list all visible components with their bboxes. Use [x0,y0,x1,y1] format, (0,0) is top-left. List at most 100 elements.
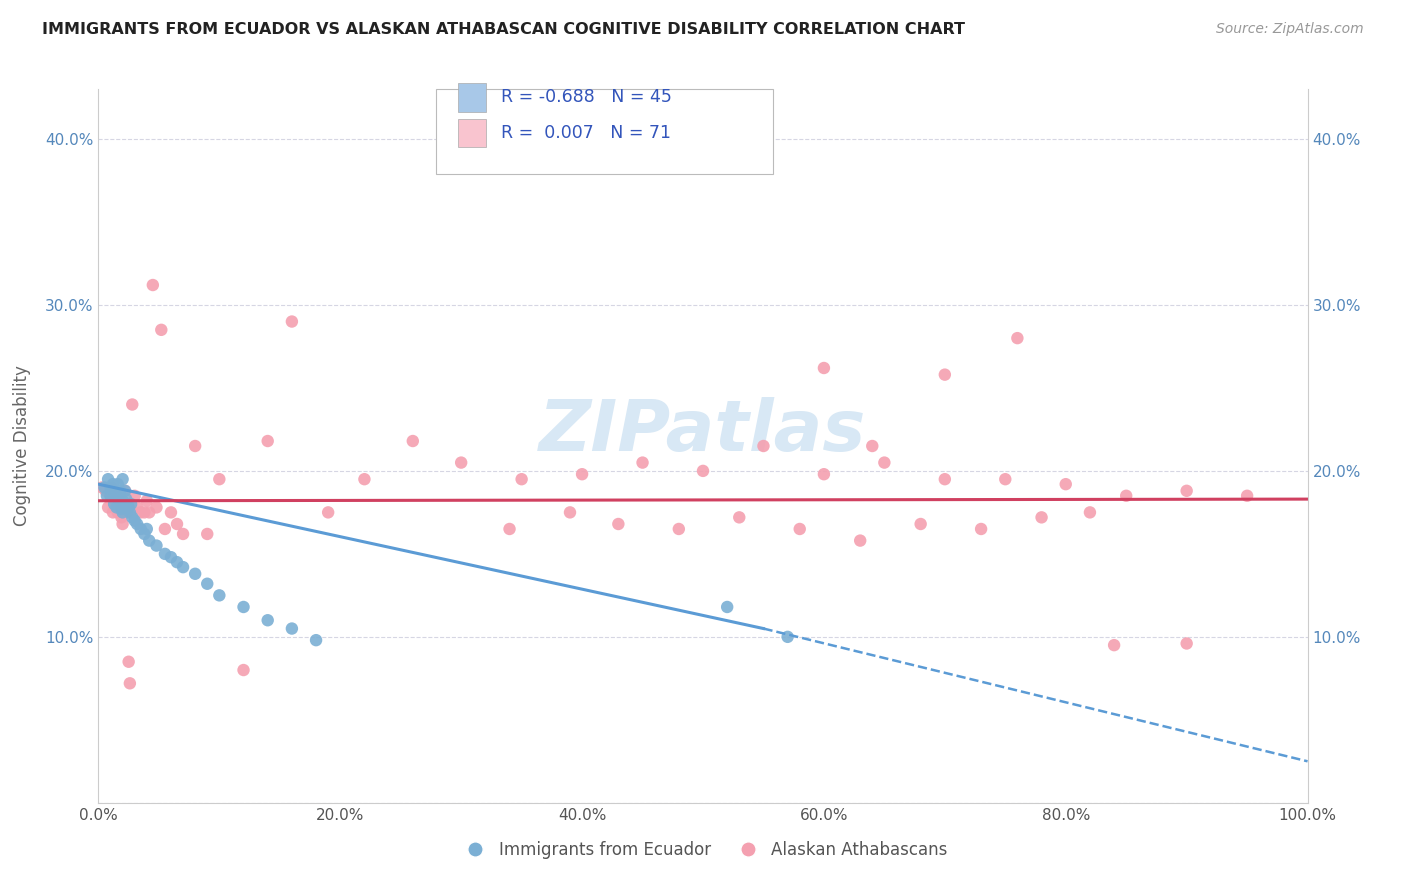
Point [100,489,122,503]
Point [172,527,194,541]
Point [117,497,139,511]
Point [153,547,176,561]
Point [100,489,122,503]
Point [1236,489,1258,503]
Point [101,477,124,491]
Point [111,472,134,486]
Point [145,539,167,553]
Point [97,472,120,486]
Point [107,477,129,491]
Point [849,533,872,548]
Point [184,439,207,453]
Point [166,555,188,569]
Point [668,522,690,536]
Point [129,522,152,536]
Point [117,505,139,519]
Point [108,492,131,507]
Point [305,633,328,648]
Point [402,434,425,448]
Point [1175,636,1198,650]
Point [195,576,218,591]
Point [934,368,956,382]
Point [127,516,149,531]
Point [256,434,278,448]
Point [172,560,194,574]
Point [115,492,138,507]
Point [120,497,142,511]
Point [910,516,932,531]
Point [124,514,146,528]
Point [353,472,375,486]
Point [96,489,118,503]
Point [134,505,156,519]
Point [813,361,835,376]
Point [103,489,125,503]
Point [160,505,183,519]
Point [114,483,136,498]
Point [103,497,125,511]
Point [692,464,714,478]
Text: IMMIGRANTS FROM ECUADOR VS ALASKAN ATHABASCAN COGNITIVE DISABILITY CORRELATION C: IMMIGRANTS FROM ECUADOR VS ALASKAN ATHAB… [42,22,965,37]
Point [1175,483,1198,498]
Y-axis label: Cognitive Disability: Cognitive Disability [13,366,31,526]
Point [105,489,128,503]
Point [138,533,160,548]
Point [232,599,254,614]
Text: R =  0.007   N = 71: R = 0.007 N = 71 [501,124,671,142]
Point [103,483,125,498]
Point [934,472,956,486]
Point [1115,489,1137,503]
Point [108,483,131,498]
Point [752,439,775,453]
Point [789,522,811,536]
Point [111,505,134,519]
Point [134,527,156,541]
Point [232,663,254,677]
Point [281,622,304,636]
Point [728,510,751,524]
Point [107,505,129,519]
Point [91,481,114,495]
Point [1007,331,1029,345]
Point [135,493,157,508]
Point [105,497,128,511]
Point [110,510,132,524]
Point [150,323,173,337]
Point [1102,638,1125,652]
Point [510,472,533,486]
Point [118,505,141,519]
Point [101,505,124,519]
Point [558,505,581,519]
Point [142,278,165,293]
Point [498,522,520,536]
Point [776,630,799,644]
Point [115,497,138,511]
Point [111,493,134,508]
Point [124,489,146,503]
Point [208,588,231,602]
Point [153,522,176,536]
Point [127,500,149,515]
Point [281,314,304,328]
Point [105,500,128,515]
Point [118,500,141,515]
Point [100,481,122,495]
Point [208,472,231,486]
Text: R = -0.688   N = 45: R = -0.688 N = 45 [501,88,672,106]
Legend: Immigrants from Ecuador, Alaskan Athabascans: Immigrants from Ecuador, Alaskan Athabas… [453,835,953,866]
Point [607,516,630,531]
Point [166,516,188,531]
Point [138,505,160,519]
Text: ZIPatlas: ZIPatlas [540,397,866,467]
Text: Source: ZipAtlas.com: Source: ZipAtlas.com [1216,22,1364,37]
Point [631,456,654,470]
Point [93,481,115,495]
Point [195,527,218,541]
Point [860,439,883,453]
Point [121,397,143,411]
Point [571,467,593,482]
Point [1078,505,1101,519]
Point [111,516,134,531]
Point [97,500,120,515]
Point [94,483,117,498]
